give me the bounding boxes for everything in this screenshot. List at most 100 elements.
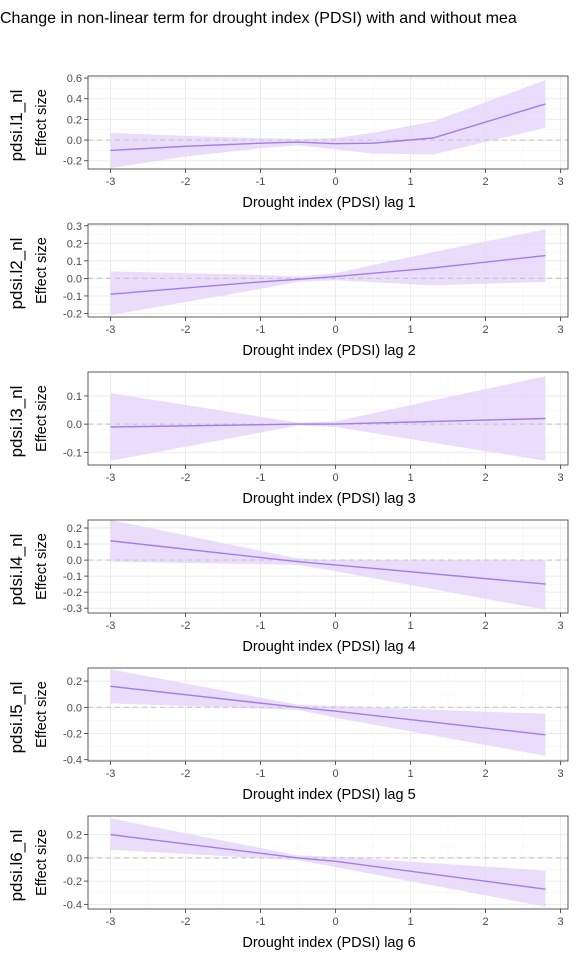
effect-line [110, 254, 546, 295]
x-tick-label: 3 [557, 324, 563, 336]
facet-label: pdsi.l1_nl [7, 90, 26, 162]
y-tick-label: -0.2 [63, 728, 82, 740]
x-tick-label: 0 [332, 176, 338, 188]
y-tick-label: 0.0 [67, 135, 82, 147]
facet-label: pdsi.l6_nl [7, 830, 26, 902]
x-tick-label: -3 [106, 916, 116, 928]
x-axis-title: Drought index (PDSI) lag 4 [242, 639, 415, 655]
x-tick-label: 3 [557, 472, 563, 484]
x-tick-label: -3 [106, 472, 116, 484]
y-tick-label: 0.0 [67, 419, 82, 431]
x-tick-label: 0 [332, 324, 338, 336]
y-tick-label: -0.2 [63, 876, 82, 888]
x-tick-label: -2 [181, 916, 191, 928]
x-axis-title: Drought index (PDSI) lag 2 [242, 343, 415, 359]
y-tick-label: -0.2 [63, 156, 82, 168]
x-tick-label: 1 [407, 768, 413, 780]
x-tick-label: -2 [181, 620, 191, 632]
x-tick-label: 1 [407, 620, 413, 632]
y-tick-label: 0.2 [67, 830, 82, 842]
y-tick-label: -0.3 [63, 603, 82, 615]
effect-line [110, 103, 546, 152]
y-axis-title: Effect size [34, 533, 50, 600]
y-tick-label: 0.2 [67, 114, 82, 126]
facet-label: pdsi.l4_nl [7, 534, 26, 606]
x-tick-label: -2 [181, 768, 191, 780]
x-tick-label: -1 [256, 472, 266, 484]
x-axis-title: Drought index (PDSI) lag 1 [242, 195, 415, 211]
y-tick-label: -0.2 [63, 308, 82, 320]
effect-line [110, 540, 546, 585]
x-tick-label: 3 [557, 176, 563, 188]
x-axis-title: Drought index (PDSI) lag 5 [242, 787, 415, 803]
x-tick-label: -1 [256, 324, 266, 336]
y-tick-label: 0.4 [67, 94, 82, 106]
y-axis-title: Effect size [34, 681, 50, 748]
x-tick-label: 3 [557, 916, 563, 928]
y-tick-label: -0.1 [63, 447, 82, 459]
chart-panel-2: -3 -2 -1 0 1 2 3 -0.2 -0.1 0.0 0.1 0.2 0.3 Drought in… [7, 221, 569, 359]
y-tick-label: 0.0 [67, 853, 82, 865]
x-tick-label: -2 [181, 324, 191, 336]
facet-label: pdsi.l2_nl [7, 238, 26, 310]
x-tick-label: 2 [482, 324, 488, 336]
x-axis-title: Drought index (PDSI) lag 3 [242, 491, 415, 507]
panel-border [87, 75, 569, 170]
x-tick-label: 0 [332, 768, 338, 780]
chart-panel-1: -3 -2 -1 0 1 2 3 -0.2 0.0 0.2 0.4 0.6 Drought index … [7, 73, 569, 211]
y-tick-label: -0.4 [63, 755, 82, 767]
x-tick-label: 1 [407, 472, 413, 484]
y-tick-label: 0.0 [67, 702, 82, 714]
y-axis-title: Effect size [34, 385, 50, 452]
y-tick-label: 0.2 [67, 238, 82, 250]
x-axis-title: Drought index (PDSI) lag 6 [242, 935, 415, 951]
y-axis-title: Effect size [34, 89, 50, 156]
y-tick-label: 0.2 [67, 523, 82, 535]
y-tick-label: 0.1 [67, 256, 82, 268]
y-tick-label: 0.0 [67, 273, 82, 285]
x-tick-label: -3 [106, 620, 116, 632]
x-tick-label: 0 [332, 472, 338, 484]
y-tick-label: -0.2 [63, 587, 82, 599]
x-tick-label: 2 [482, 472, 488, 484]
x-tick-label: 3 [557, 768, 563, 780]
y-tick-label: 0.2 [67, 676, 82, 688]
y-tick-label: 0.0 [67, 555, 82, 567]
panel-border [87, 519, 569, 614]
x-tick-label: -2 [181, 472, 191, 484]
panel-border [87, 223, 569, 318]
y-tick-label: -0.1 [63, 291, 82, 303]
x-tick-label: -1 [256, 620, 266, 632]
panel-border [87, 815, 569, 910]
x-tick-label: 1 [407, 324, 413, 336]
y-tick-label: -0.4 [63, 899, 82, 911]
chart-panel-6: -3 -2 -1 0 1 2 3 -0.4 -0.2 0.0 0.2 Drought index (P… [7, 815, 569, 951]
y-axis-title: Effect size [34, 829, 50, 896]
chart-panel-4: -3 -2 -1 0 1 2 3 -0.3 -0.2 -0.1 0.0 0.1 0.2 Drought i… [7, 519, 569, 655]
x-tick-label: 1 [407, 916, 413, 928]
x-tick-label: -1 [256, 768, 266, 780]
x-tick-label: 2 [482, 176, 488, 188]
x-tick-label: 0 [332, 916, 338, 928]
x-tick-label: 2 [482, 768, 488, 780]
x-tick-label: -1 [256, 916, 266, 928]
x-tick-label: -3 [106, 768, 116, 780]
panel-border [87, 667, 569, 762]
x-tick-label: -3 [106, 324, 116, 336]
x-tick-label: 0 [332, 620, 338, 632]
confidence-band [110, 669, 546, 756]
y-tick-label: 0.1 [67, 391, 82, 403]
y-axis-title: Effect size [34, 237, 50, 304]
y-tick-label: -0.1 [63, 571, 82, 583]
y-tick-label: 0.3 [67, 221, 82, 233]
chart-panel-5: -3 -2 -1 0 1 2 3 -0.4 -0.2 0.0 0.2 Drought index (P… [7, 667, 569, 803]
x-tick-label: 1 [407, 176, 413, 188]
y-tick-label: 0.6 [67, 73, 82, 85]
x-tick-label: 2 [482, 620, 488, 632]
x-tick-label: 3 [557, 620, 563, 632]
x-tick-label: -1 [256, 176, 266, 188]
y-tick-label: 0.1 [67, 539, 82, 551]
x-tick-label: -2 [181, 176, 191, 188]
confidence-band [110, 229, 546, 316]
effect-line [110, 417, 546, 428]
